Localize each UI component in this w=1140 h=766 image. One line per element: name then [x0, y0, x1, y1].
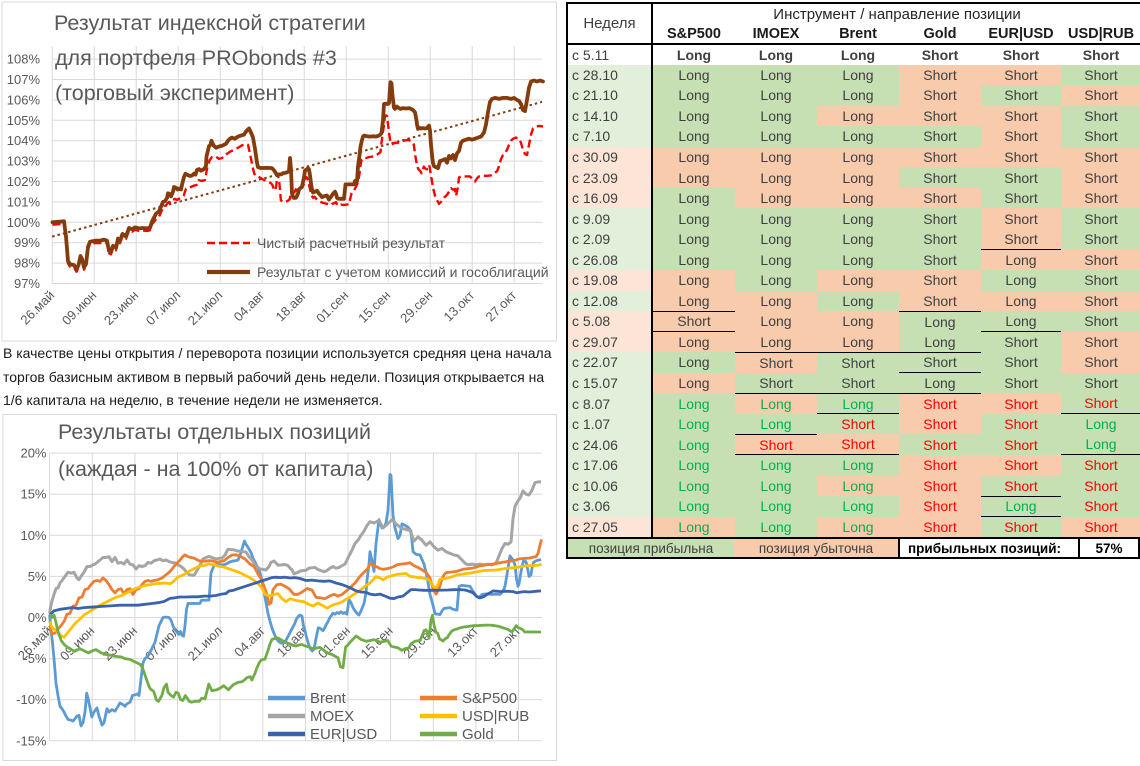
svg-text:Brent: Brent	[310, 690, 347, 707]
svg-text:Результат с учетом комиссий и: Результат с учетом комиссий и гособлигац…	[257, 264, 549, 280]
svg-text:для портфеля PRObonds #3: для портфеля PRObonds #3	[55, 46, 337, 70]
svg-text:102%: 102%	[7, 174, 41, 189]
svg-text:103%: 103%	[7, 154, 41, 169]
svg-text:99%: 99%	[14, 235, 40, 250]
svg-text:-10%: -10%	[16, 692, 47, 707]
svg-text:20%: 20%	[20, 446, 46, 461]
svg-text:Чистый расчетный результат: Чистый расчетный результат	[257, 235, 446, 251]
svg-text:Результат индексной стратегии: Результат индексной стратегии	[54, 11, 366, 35]
svg-text:10%: 10%	[20, 528, 46, 543]
svg-text:98%: 98%	[14, 256, 40, 271]
svg-text:EUR|USD: EUR|USD	[310, 726, 377, 743]
svg-text:Gold: Gold	[462, 726, 494, 743]
svg-text:(торговый эксперимент): (торговый эксперимент)	[55, 81, 294, 105]
svg-text:97%: 97%	[14, 276, 40, 291]
svg-text:-15%: -15%	[16, 733, 47, 748]
svg-text:MOEX: MOEX	[310, 708, 354, 725]
svg-text:Результаты отдельных позиций: Результаты отдельных позиций	[58, 420, 371, 444]
svg-text:0%: 0%	[28, 610, 47, 625]
svg-text:100%: 100%	[7, 215, 41, 230]
svg-text:106%: 106%	[7, 92, 41, 107]
svg-text:S&P500: S&P500	[462, 690, 517, 707]
svg-text:107%: 107%	[7, 72, 41, 87]
svg-text:(каждая - на 100% от капитала): (каждая - на 100% от капитала)	[58, 457, 373, 481]
svg-text:15%: 15%	[20, 487, 46, 502]
svg-text:101%: 101%	[7, 194, 41, 209]
svg-text:104%: 104%	[7, 133, 41, 148]
svg-text:5%: 5%	[28, 569, 47, 584]
svg-text:105%: 105%	[7, 113, 41, 128]
svg-text:-5%: -5%	[23, 651, 47, 666]
svg-text:USD|RUB: USD|RUB	[462, 708, 529, 725]
svg-text:108%: 108%	[7, 52, 41, 67]
